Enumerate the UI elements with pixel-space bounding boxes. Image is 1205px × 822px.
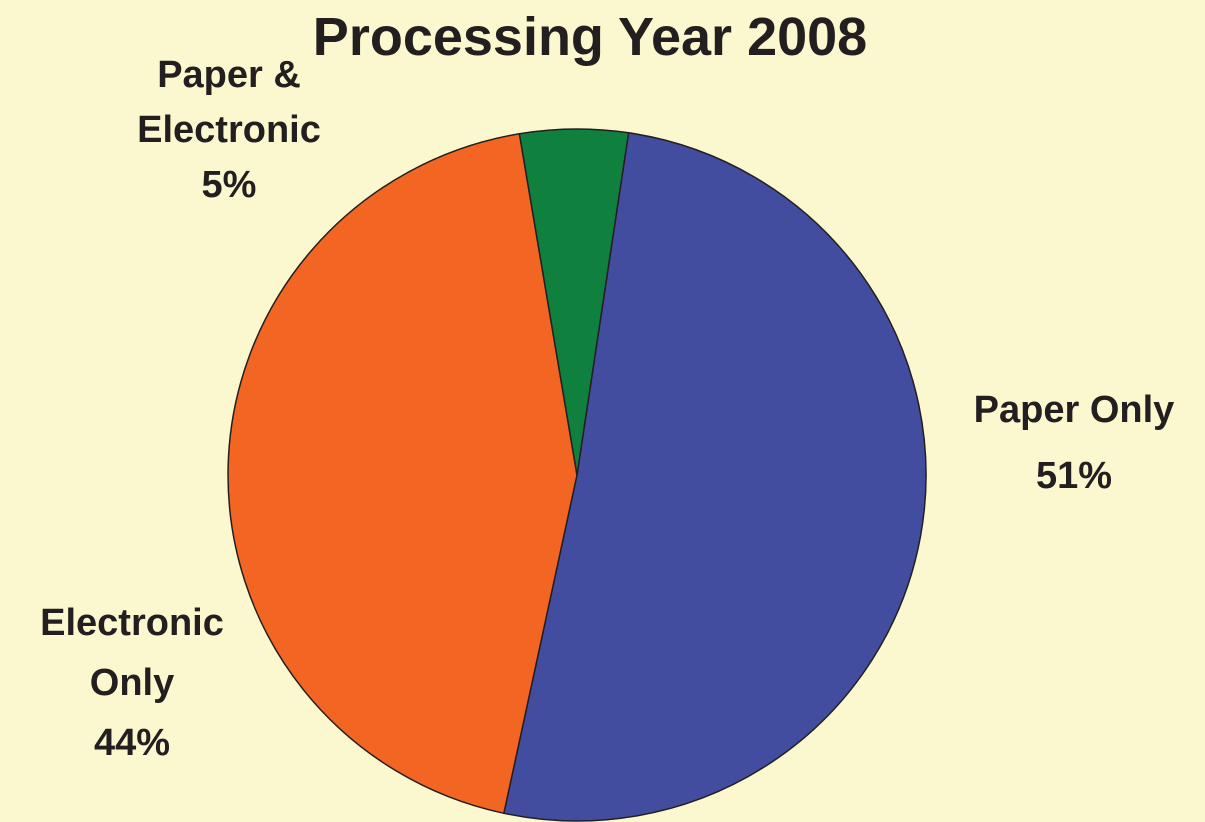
slice-label-line: Only xyxy=(90,662,174,704)
slice-label-line: Paper Only xyxy=(974,389,1175,431)
slice-label-line: 51% xyxy=(1036,455,1112,497)
slice-label-electronic-only: Electronic Only 44% xyxy=(40,602,224,764)
pie-slice-electronic-only xyxy=(227,132,578,815)
labels-group: Paper Only 51% Electronic Only 44% Paper & Ele… xyxy=(40,54,1174,764)
slice-label-line: Paper & xyxy=(157,54,301,96)
slice-label-line: Electronic xyxy=(137,109,321,151)
slices-group xyxy=(227,128,927,822)
slice-label-line: 44% xyxy=(94,722,170,764)
slice-label-paper-electronic: Paper & Electronic 5% xyxy=(137,54,321,206)
slice-label-line: 5% xyxy=(202,164,257,206)
slice-label-line: Electronic xyxy=(40,602,224,644)
slice-label-paper-only: Paper Only 51% xyxy=(974,389,1175,497)
pie-slice-paper-only xyxy=(502,131,927,822)
pie-slice-paper-electronic xyxy=(518,128,630,476)
chart-title: Processing Year 2008 xyxy=(313,7,867,67)
